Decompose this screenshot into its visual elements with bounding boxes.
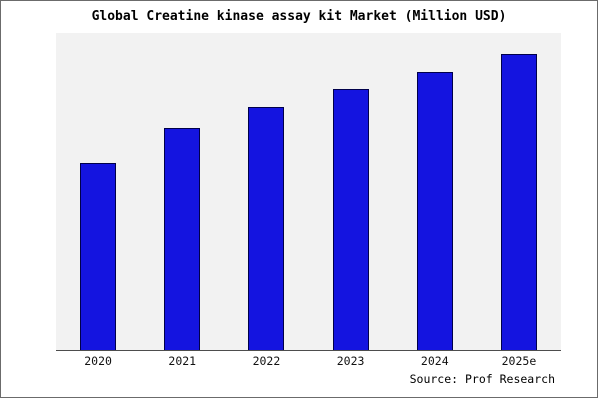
x-axis-labels: 2020 2021 2022 2023 2024 2025e bbox=[56, 354, 561, 370]
x-tick-label-2023: 2023 bbox=[336, 354, 365, 368]
bar-2023 bbox=[332, 89, 369, 350]
x-tick-label-2020: 2020 bbox=[84, 354, 112, 368]
chart-title: Global Creatine kinase assay kit Market … bbox=[91, 9, 507, 24]
x-tick-label-2024: 2024 bbox=[420, 354, 449, 368]
bar-2024 bbox=[416, 71, 453, 350]
x-tick-label-2022: 2022 bbox=[252, 354, 281, 368]
bar-2025e bbox=[500, 53, 537, 350]
x-tick-label-2025e: 2025e bbox=[501, 354, 537, 368]
source-label: Source: Prof Research bbox=[409, 372, 555, 386]
bar-2022 bbox=[248, 107, 285, 350]
bar-2021 bbox=[164, 127, 201, 350]
plot-area bbox=[56, 33, 561, 351]
bar-2020 bbox=[80, 163, 117, 350]
x-tick-label-2021: 2021 bbox=[168, 354, 197, 368]
